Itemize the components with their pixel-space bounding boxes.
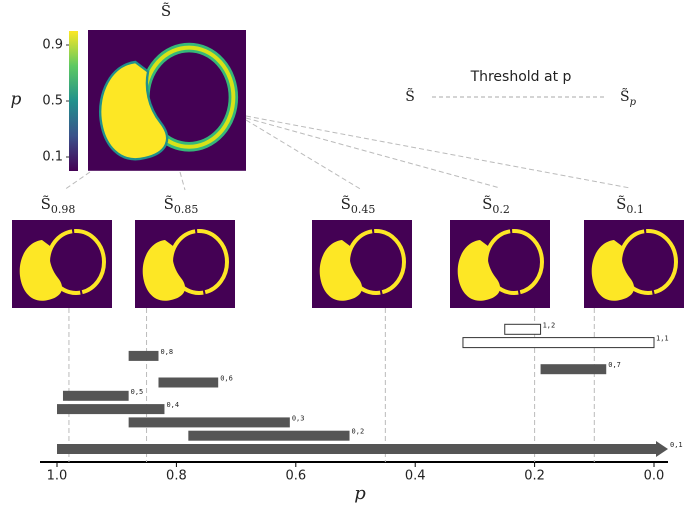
- threshold-map: [584, 220, 684, 308]
- threshold-label: S̃0.85: [164, 195, 199, 216]
- legend-label: Threshold at p: [470, 69, 572, 85]
- threshold-map: [450, 220, 550, 308]
- bar-label: 0,2: [352, 428, 365, 436]
- x-tick-label: 0.4: [405, 469, 426, 484]
- figure: S̃ p S̃ Threshold at p S̃p 0.9 0.5 0.1 1.0 0…: [0, 0, 686, 507]
- bar-label: 0,3: [292, 414, 305, 422]
- x-tick-label: 0.8: [166, 469, 187, 484]
- legend-right: S̃p: [620, 87, 637, 107]
- x-axis-label: p: [354, 483, 366, 504]
- x-tick-label: 1.0: [47, 469, 68, 484]
- bar: [57, 404, 164, 414]
- bar-label: 0,5: [131, 388, 144, 396]
- bar-label: 0,4: [166, 401, 179, 409]
- x-tick-label: 0.6: [285, 469, 306, 484]
- legend-left: S̃: [405, 87, 415, 105]
- bar: [63, 391, 129, 401]
- bar-arrow: [57, 441, 668, 457]
- x-tick-label: 0.0: [644, 469, 665, 484]
- probability-map: [88, 30, 246, 171]
- bar: [129, 351, 159, 361]
- bar-label: 0,1: [670, 441, 683, 449]
- threshold-label: S̃0.2: [482, 195, 510, 216]
- bar: [541, 364, 607, 374]
- bar: [463, 338, 654, 348]
- main-label: S̃: [161, 2, 171, 20]
- bar: [188, 431, 349, 441]
- bar: [129, 417, 290, 427]
- bar-label: 0,8: [160, 348, 173, 356]
- threshold-map: [312, 220, 412, 308]
- colorbar-tick-label: 0.5: [42, 94, 63, 109]
- bar: [505, 324, 541, 334]
- bar-label: 0,7: [608, 361, 621, 369]
- bar-label: 0,6: [220, 375, 233, 383]
- threshold-label: S̃0.1: [616, 195, 644, 216]
- colorbar-label: p: [11, 90, 22, 110]
- colorbar-tick-label: 0.1: [42, 150, 63, 165]
- bar: [158, 378, 218, 388]
- colorbar: [69, 31, 78, 171]
- bar-label: 1,2: [543, 321, 556, 329]
- x-tick-label: 0.2: [524, 469, 545, 484]
- threshold-map: [135, 220, 235, 308]
- threshold-label: S̃0.45: [341, 195, 376, 216]
- threshold-map: [12, 220, 112, 308]
- threshold-label: S̃0.98: [41, 195, 76, 216]
- colorbar-tick-label: 0.9: [42, 38, 63, 53]
- bar-label: 1,1: [656, 335, 669, 343]
